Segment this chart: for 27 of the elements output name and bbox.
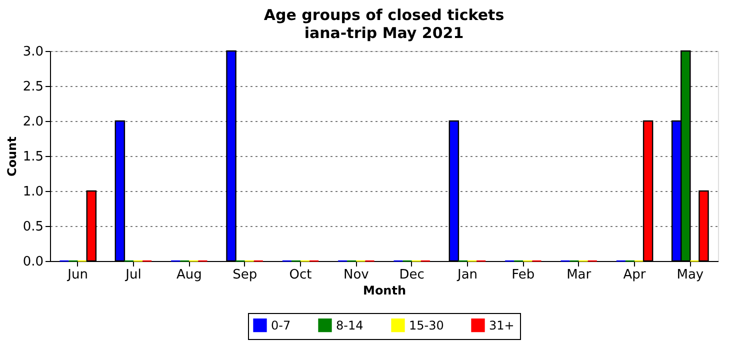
y-tick-label: 0.5 [22,220,44,234]
y-tick-label: 1.0 [22,184,44,200]
x-tick-label: Nov [343,268,370,282]
legend-label: 15-30 [409,318,444,332]
legend-label: 0-7 [271,318,291,332]
x-axis-title: Month [362,284,406,298]
x-tick-label: Oct [289,268,312,282]
y-tick-label: 3.0 [22,44,44,60]
legend-label: 31+ [489,318,514,332]
y-tick-label: 1.5 [22,150,44,164]
y-axis-title: Count [4,136,19,176]
x-tick-label: Dec [399,268,424,282]
y-tick-label: 0.0 [22,254,44,270]
x-tick-label: Jul [124,268,142,282]
y-tick-label: 2.0 [22,114,44,130]
x-tick-label: Mar [566,268,592,282]
x-tick-label: Jun [66,268,88,282]
legend-label: 8-14 [336,318,364,332]
x-tick-label: Aug [176,268,202,282]
x-tick-label: Jan [456,268,478,282]
chart-title: Age groups of closed tickets [264,6,504,24]
x-tick-label: May [676,268,704,282]
x-tick-label: Sep [232,268,258,282]
y-tick-label: 2.5 [22,80,44,94]
chart-subtitle: iana-trip May 2021 [304,24,464,42]
x-tick-label: Feb [512,268,535,282]
x-tick-label: Apr [623,268,646,282]
